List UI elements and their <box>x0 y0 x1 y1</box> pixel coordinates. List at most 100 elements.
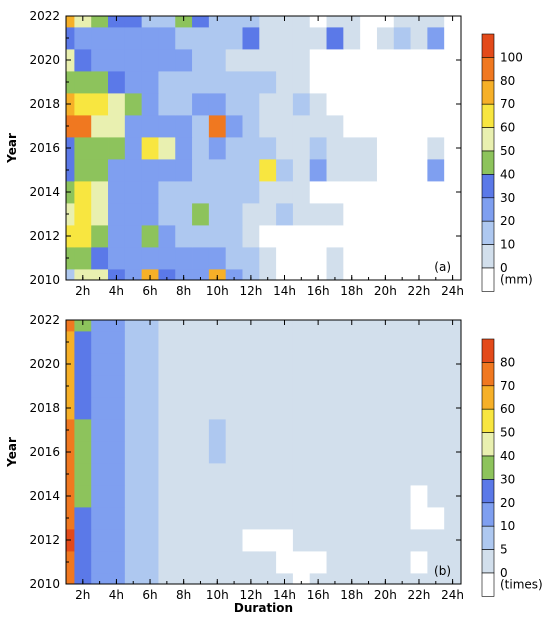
heatmap-cell <box>309 397 327 420</box>
heatmap-cell <box>444 269 462 281</box>
heatmap-cell <box>360 247 378 270</box>
heatmap-cell <box>309 93 327 116</box>
heatmap-cell <box>410 320 428 332</box>
heatmap-cell <box>141 27 159 50</box>
heatmap-cell <box>427 93 445 116</box>
heatmap-cell <box>175 137 193 160</box>
heatmap-cell <box>326 320 344 332</box>
colorbar-swatch <box>481 33 495 58</box>
heatmap-cell <box>276 397 294 420</box>
heatmap-cell <box>91 375 109 398</box>
y-tick-label: 2010 <box>29 577 60 591</box>
heatmap-cell <box>343 375 361 398</box>
heatmap-cell <box>66 331 75 354</box>
heatmap-cell <box>360 353 378 376</box>
heatmap-cell <box>91 93 109 116</box>
heatmap-cell <box>242 93 260 116</box>
y-tick-label: 2016 <box>29 445 60 459</box>
y-axis-label: Year <box>5 437 19 468</box>
heatmap-cell <box>175 247 193 270</box>
heatmap-cell <box>192 463 210 486</box>
panel-label: (a) <box>434 260 451 274</box>
heatmap-cell <box>175 573 193 585</box>
heatmap-cell <box>242 27 260 50</box>
heatmap-cell <box>343 441 361 464</box>
x-tick-label: 14h <box>273 588 296 602</box>
heatmap-cell <box>66 320 75 332</box>
heatmap-cell <box>326 203 344 226</box>
heatmap-cell <box>175 203 193 226</box>
heatmap-cell <box>158 49 176 72</box>
heatmap-cell <box>124 375 143 398</box>
heatmap-cell <box>175 49 193 72</box>
heatmap-cell <box>242 441 260 464</box>
heatmap-cell <box>225 441 243 464</box>
heatmap-cell <box>427 441 445 464</box>
heatmap-cell <box>292 93 311 116</box>
heatmap-cell <box>108 375 126 398</box>
heatmap-cell <box>208 441 227 464</box>
heatmap-cell <box>427 203 445 226</box>
colorbar-swatch <box>481 385 495 410</box>
heatmap-cell <box>393 320 411 332</box>
heatmap-cell <box>326 181 344 204</box>
x-tick-label: 22h <box>408 284 431 298</box>
heatmap-cell <box>259 225 277 248</box>
heatmap-cell <box>410 225 428 248</box>
heatmap-cell <box>427 181 445 204</box>
heatmap-cell <box>427 463 445 486</box>
heatmap-cell <box>74 27 92 50</box>
heatmap-cell <box>91 419 109 442</box>
heatmap-cell <box>66 159 75 182</box>
heatmap-cell <box>444 137 462 160</box>
heatmap-cell <box>410 181 428 204</box>
heatmap-cell <box>292 16 311 28</box>
heatmap-cell <box>343 181 361 204</box>
heatmap-cell <box>158 573 176 585</box>
heatmap-cell <box>444 159 462 182</box>
x-tick-label: 6h <box>142 284 157 298</box>
heatmap-cell <box>158 93 176 116</box>
heatmap-cell <box>141 463 159 486</box>
heatmap-cell <box>427 49 445 72</box>
heatmap-cell <box>276 353 294 376</box>
heatmap-cell <box>393 419 411 442</box>
heatmap-cell <box>242 375 260 398</box>
heatmap-cell <box>343 463 361 486</box>
heatmap-cell <box>309 225 327 248</box>
heatmap-cell <box>444 71 462 94</box>
heatmap-cell <box>141 573 159 585</box>
colorbar-swatch <box>481 127 495 152</box>
heatmap-cell <box>410 203 428 226</box>
x-tick-label: 6h <box>142 588 157 602</box>
heatmap-cell <box>393 485 411 508</box>
heatmap-cell <box>444 203 462 226</box>
y-tick-label: 2018 <box>29 97 60 111</box>
heatmap-cell <box>309 115 327 138</box>
colorbar-swatch <box>481 362 495 387</box>
heatmap-cell <box>74 353 92 376</box>
heatmap-cell <box>175 225 193 248</box>
heatmap-cell <box>158 115 176 138</box>
heatmap-cell <box>292 529 311 552</box>
heatmap-cell <box>242 181 260 204</box>
heatmap-cell <box>393 507 411 530</box>
heatmap-cell <box>91 115 109 138</box>
x-tick-label: 2h <box>75 588 90 602</box>
x-tick-label: 16h <box>307 284 330 298</box>
heatmap-cell <box>91 573 109 585</box>
heatmap-cell <box>192 181 210 204</box>
heatmap-cell <box>124 247 143 270</box>
heatmap-cell <box>427 507 445 530</box>
heatmap-cell <box>192 353 210 376</box>
heatmap-cell <box>192 485 210 508</box>
heatmap-cell <box>343 551 361 574</box>
colorbar-label: 50 <box>500 144 515 158</box>
heatmap-cell <box>376 529 395 552</box>
colorbar-swatch <box>481 103 495 128</box>
heatmap-cell <box>242 463 260 486</box>
heatmap-cell <box>124 27 143 50</box>
heatmap-cell <box>74 93 92 116</box>
heatmap-cell <box>124 573 143 585</box>
heatmap-cell <box>393 93 411 116</box>
